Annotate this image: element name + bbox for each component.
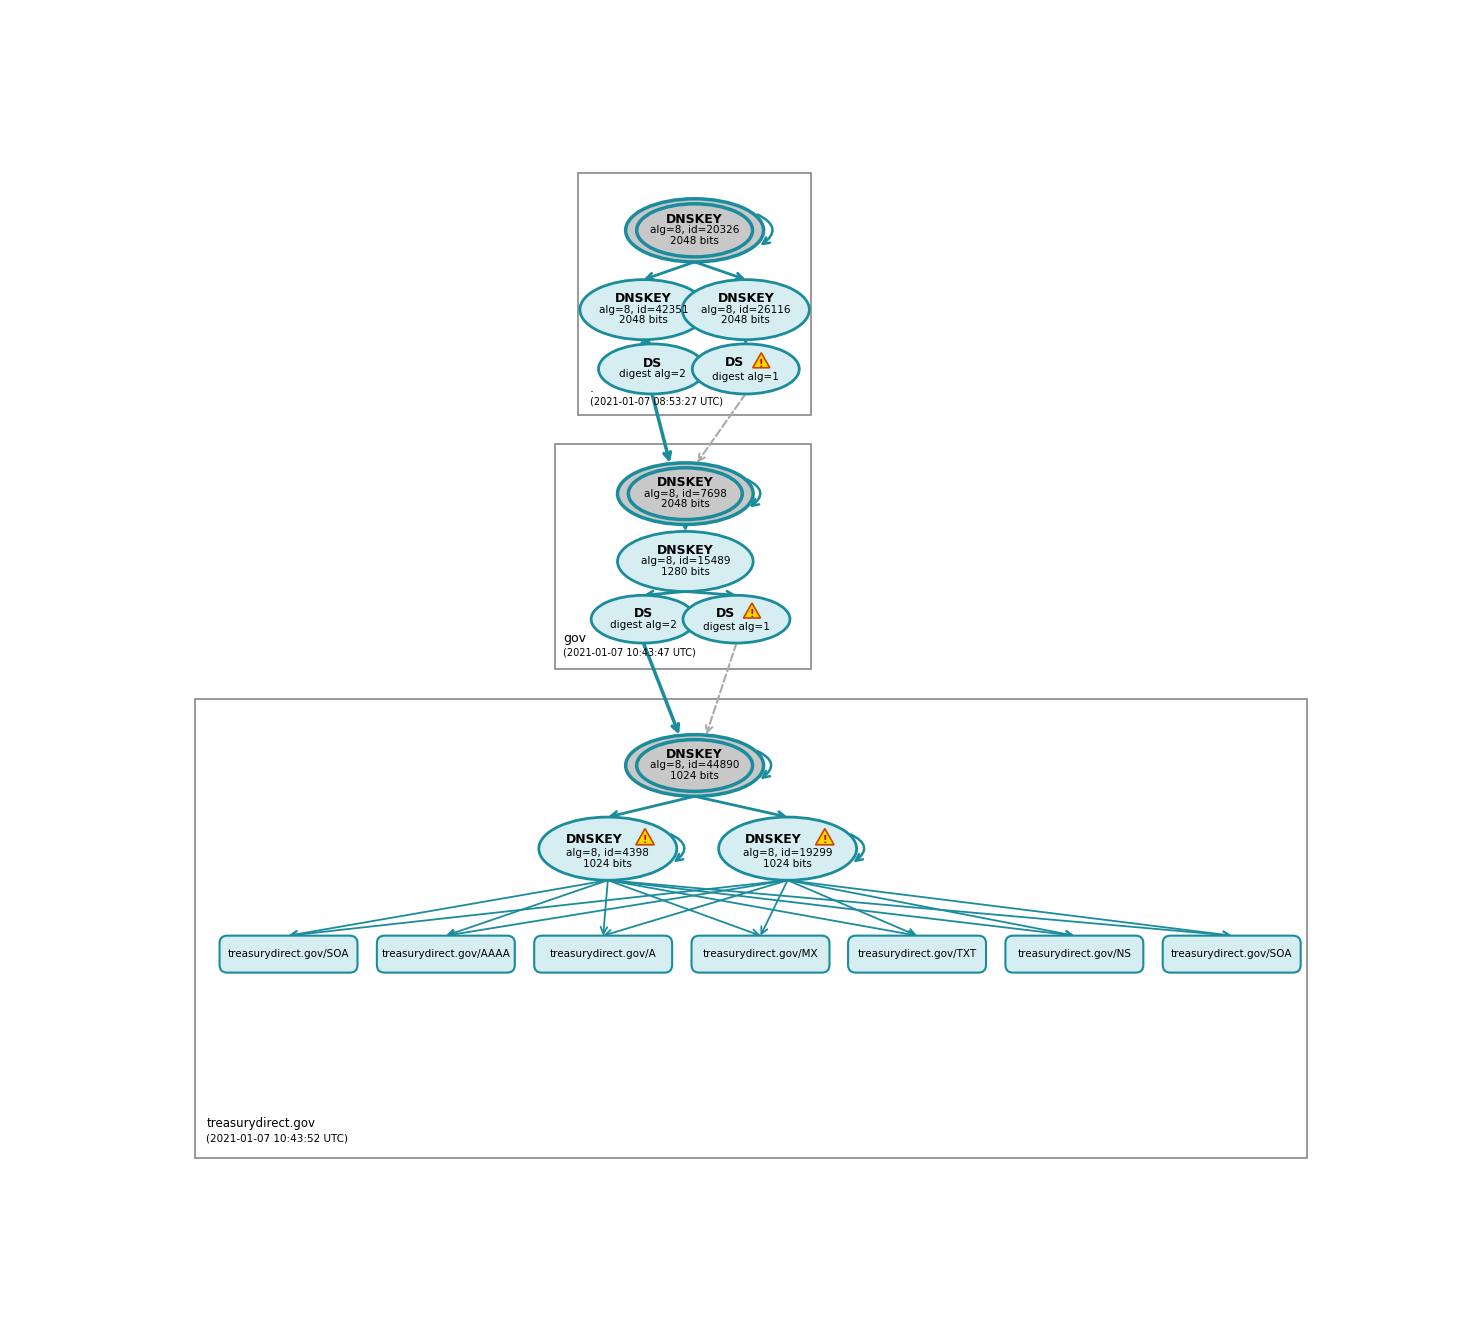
Text: treasurydirect.gov/MX: treasurydirect.gov/MX bbox=[703, 949, 819, 960]
Text: !: ! bbox=[759, 358, 763, 369]
Text: !: ! bbox=[643, 836, 648, 845]
Text: alg=8, id=15489: alg=8, id=15489 bbox=[640, 557, 730, 566]
Text: 1024 bits: 1024 bits bbox=[763, 859, 812, 870]
Text: 1280 bits: 1280 bits bbox=[661, 568, 709, 577]
Polygon shape bbox=[753, 353, 769, 368]
Text: alg=8, id=19299: alg=8, id=19299 bbox=[743, 848, 832, 858]
Text: alg=8, id=4398: alg=8, id=4398 bbox=[567, 848, 649, 858]
Text: DS: DS bbox=[634, 608, 653, 620]
Polygon shape bbox=[816, 828, 834, 845]
Ellipse shape bbox=[693, 344, 800, 395]
FancyBboxPatch shape bbox=[220, 935, 357, 973]
Text: DNSKEY: DNSKEY bbox=[667, 749, 724, 761]
Polygon shape bbox=[636, 828, 655, 845]
Ellipse shape bbox=[618, 463, 753, 525]
Text: alg=8, id=20326: alg=8, id=20326 bbox=[650, 225, 740, 235]
Text: treasurydirect.gov/SOA: treasurydirect.gov/SOA bbox=[227, 949, 349, 960]
FancyArrowPatch shape bbox=[757, 752, 771, 777]
Text: 2048 bits: 2048 bits bbox=[670, 236, 719, 246]
Text: alg=8, id=44890: alg=8, id=44890 bbox=[650, 761, 740, 770]
Text: DNSKEY: DNSKEY bbox=[615, 293, 672, 306]
Bar bbox=[555, 444, 810, 670]
Text: treasurydirect.gov/TXT: treasurydirect.gov/TXT bbox=[857, 949, 977, 960]
Ellipse shape bbox=[683, 279, 809, 340]
FancyBboxPatch shape bbox=[535, 935, 672, 973]
Text: treasurydirect.gov/A: treasurydirect.gov/A bbox=[549, 949, 656, 960]
Text: (2021-01-07 10:43:47 UTC): (2021-01-07 10:43:47 UTC) bbox=[563, 647, 696, 658]
FancyArrowPatch shape bbox=[671, 835, 684, 860]
FancyArrowPatch shape bbox=[851, 835, 864, 860]
FancyBboxPatch shape bbox=[377, 935, 514, 973]
Bar bbox=[579, 173, 810, 415]
Text: DNSKEY: DNSKEY bbox=[718, 293, 774, 306]
FancyBboxPatch shape bbox=[691, 935, 829, 973]
Ellipse shape bbox=[719, 817, 857, 880]
Text: DS: DS bbox=[642, 357, 662, 370]
Polygon shape bbox=[743, 603, 760, 619]
Text: !: ! bbox=[750, 609, 754, 619]
Text: 1024 bits: 1024 bits bbox=[583, 859, 633, 870]
Text: alg=8, id=26116: alg=8, id=26116 bbox=[702, 305, 791, 314]
Text: digest alg=2: digest alg=2 bbox=[618, 369, 686, 380]
Ellipse shape bbox=[580, 279, 708, 340]
Text: alg=8, id=7698: alg=8, id=7698 bbox=[645, 488, 727, 499]
FancyBboxPatch shape bbox=[1005, 935, 1143, 973]
Text: .: . bbox=[590, 382, 593, 395]
Text: treasurydirect.gov/SOA: treasurydirect.gov/SOA bbox=[1171, 949, 1292, 960]
Text: digest alg=1: digest alg=1 bbox=[703, 621, 771, 632]
FancyArrowPatch shape bbox=[757, 215, 772, 244]
Text: treasurydirect.gov/AAAA: treasurydirect.gov/AAAA bbox=[381, 949, 510, 960]
Ellipse shape bbox=[626, 199, 763, 262]
Text: 2048 bits: 2048 bits bbox=[721, 315, 771, 325]
FancyArrowPatch shape bbox=[747, 479, 760, 506]
Text: DNSKEY: DNSKEY bbox=[656, 476, 713, 490]
Text: DS: DS bbox=[725, 356, 744, 369]
Text: (2021-01-07 08:53:27 UTC): (2021-01-07 08:53:27 UTC) bbox=[590, 396, 724, 407]
Text: gov: gov bbox=[563, 632, 586, 646]
Text: 2048 bits: 2048 bits bbox=[661, 499, 709, 510]
Text: (2021-01-07 10:43:52 UTC): (2021-01-07 10:43:52 UTC) bbox=[207, 1133, 349, 1143]
Text: DS: DS bbox=[716, 607, 735, 620]
Ellipse shape bbox=[683, 596, 790, 643]
Text: alg=8, id=42351: alg=8, id=42351 bbox=[599, 305, 689, 314]
Ellipse shape bbox=[626, 734, 763, 796]
Text: digest alg=1: digest alg=1 bbox=[712, 372, 779, 381]
Text: DNSKEY: DNSKEY bbox=[746, 833, 801, 845]
FancyBboxPatch shape bbox=[1163, 935, 1301, 973]
Text: 2048 bits: 2048 bits bbox=[620, 315, 668, 325]
Ellipse shape bbox=[618, 531, 753, 592]
Text: 1024 bits: 1024 bits bbox=[670, 772, 719, 781]
Text: DNSKEY: DNSKEY bbox=[565, 833, 623, 845]
Text: DNSKEY: DNSKEY bbox=[667, 213, 724, 225]
Text: DNSKEY: DNSKEY bbox=[656, 544, 713, 557]
Ellipse shape bbox=[592, 596, 696, 643]
FancyBboxPatch shape bbox=[848, 935, 986, 973]
Bar bbox=[195, 698, 1307, 1158]
Text: treasurydirect.gov: treasurydirect.gov bbox=[207, 1118, 315, 1130]
Text: !: ! bbox=[822, 836, 828, 845]
Ellipse shape bbox=[599, 344, 706, 395]
Ellipse shape bbox=[539, 817, 677, 880]
Text: digest alg=2: digest alg=2 bbox=[609, 620, 677, 629]
Text: treasurydirect.gov/NS: treasurydirect.gov/NS bbox=[1017, 949, 1131, 960]
